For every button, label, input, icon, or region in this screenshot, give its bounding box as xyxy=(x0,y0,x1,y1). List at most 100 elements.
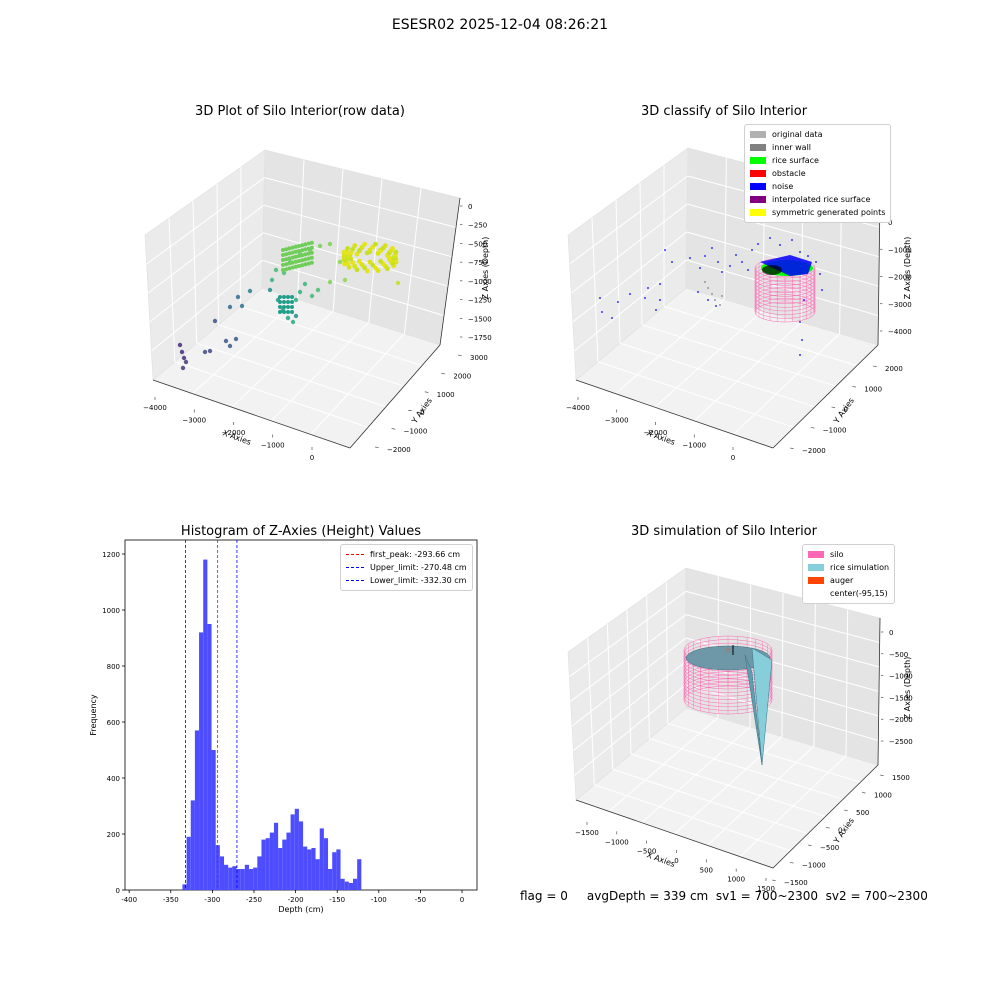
histogram-x-tick-label: -300 xyxy=(204,896,220,904)
raw-data-point xyxy=(337,259,343,265)
raw-data-point xyxy=(390,246,395,251)
raw-data-point xyxy=(303,257,308,262)
classify-z-axis-label: Z Axies (Depth) xyxy=(903,237,912,300)
classify-grid-line xyxy=(619,342,816,408)
histogram-x-tick-label: -400 xyxy=(121,896,137,904)
classify-axes-box xyxy=(567,147,881,449)
raw-grid-line xyxy=(147,204,265,294)
legend-swatch xyxy=(750,144,766,151)
legend-swatch xyxy=(750,183,766,190)
raw-data-point xyxy=(367,259,373,265)
simulation-y-tick-label: 1000 xyxy=(874,792,892,800)
raw-data-point xyxy=(239,303,245,309)
raw-data-point xyxy=(287,256,292,261)
raw-data-point xyxy=(290,310,294,314)
simulation-y-tick-label: 0 xyxy=(838,827,842,835)
classify-noise-point xyxy=(664,249,666,251)
raw-grid-line xyxy=(174,361,369,428)
raw-data-point xyxy=(350,246,355,252)
raw-data-point xyxy=(350,260,355,266)
histogram-y-tick-label: 1200 xyxy=(102,551,120,559)
classify-y-tick xyxy=(810,427,815,429)
legend-swatch xyxy=(808,551,824,558)
raw-grid-line xyxy=(403,188,422,334)
raw-x-tick-label: −1000 xyxy=(261,442,285,450)
classify-legend-item: rice surface xyxy=(750,154,885,167)
classify-grid-line xyxy=(723,157,727,300)
classify-inner-wall-point xyxy=(719,304,721,306)
raw-y-axis-label: Y Axies xyxy=(409,396,434,426)
classify-noise-point xyxy=(799,251,801,253)
simulation-x-tick-label: 500 xyxy=(700,866,713,874)
histogram-bar xyxy=(328,869,333,890)
raw-x-tick-label: −3000 xyxy=(182,417,206,425)
classify-noise-point xyxy=(689,257,691,259)
raw-data-point xyxy=(207,348,213,354)
classify-noise-point xyxy=(819,273,821,275)
raw-data-point xyxy=(287,251,292,256)
raw-data-point xyxy=(306,256,311,261)
raw-data-point xyxy=(287,246,292,251)
histogram-bar xyxy=(269,832,274,890)
legend-line-swatch xyxy=(346,567,364,568)
simulation-title: 3D simulation of Silo Interior xyxy=(631,524,817,539)
raw-grid-line xyxy=(239,166,242,307)
legend-swatch xyxy=(808,577,824,584)
raw-data-point xyxy=(309,250,314,255)
raw-data-point xyxy=(278,305,282,309)
raw-z-tick-label: −1250 xyxy=(468,297,492,305)
raw-data-point xyxy=(290,265,295,270)
raw-data-point xyxy=(315,287,321,293)
simulation-y-tick xyxy=(879,774,884,776)
classify-grid-line xyxy=(733,333,840,435)
histogram-y-tick-label: 1000 xyxy=(102,607,120,615)
raw-data-point xyxy=(303,247,308,252)
raw-data-point xyxy=(373,241,378,247)
raw-data-point xyxy=(290,255,295,260)
legend-label: original data xyxy=(772,130,823,139)
classify-noise-point xyxy=(655,309,657,311)
raw-data-point xyxy=(364,268,370,274)
raw-grid-line xyxy=(196,342,387,408)
legend-line-swatch xyxy=(346,580,364,581)
raw-grid-line xyxy=(192,200,198,344)
legend-label: auger xyxy=(830,576,854,585)
legend-label: interpolated rice surface xyxy=(772,195,871,204)
histogram-x-tick-label: -350 xyxy=(163,896,179,904)
raw-data-point xyxy=(346,254,352,260)
histogram-bar xyxy=(332,852,337,890)
raw-data-point xyxy=(212,318,218,324)
raw-data-point xyxy=(290,250,295,255)
raw-data-point xyxy=(300,243,305,248)
simulation-z-tick-label: −1000 xyxy=(889,673,913,681)
simulation-z-tick-label: 0 xyxy=(889,629,893,637)
classify-y-tick-label: −1000 xyxy=(823,427,847,435)
classify-noise-point xyxy=(821,289,823,291)
histogram-bar xyxy=(224,864,229,890)
classify-y-tick-label: 0 xyxy=(844,406,848,414)
raw-data-point xyxy=(303,252,308,257)
classify-noise-point xyxy=(717,261,719,263)
histogram-bar xyxy=(307,849,312,890)
raw-data-point xyxy=(284,267,289,272)
histogram-x-tick-label: 0 xyxy=(460,896,464,904)
histogram-bar xyxy=(232,866,237,890)
classify-noise-point xyxy=(751,249,753,251)
raw-data-point xyxy=(354,267,360,273)
raw-data-point xyxy=(284,247,289,252)
raw-z-tick-label: −1750 xyxy=(468,334,492,342)
raw-data-point xyxy=(309,293,315,299)
raw-data-point xyxy=(177,342,183,348)
legend-swatch xyxy=(750,170,766,177)
raw-z-tick-label: −750 xyxy=(468,259,487,267)
histogram-bar xyxy=(298,821,304,890)
histogram-bar xyxy=(344,881,349,890)
raw-z-tick-label: −1000 xyxy=(468,278,492,286)
classify-noise-point xyxy=(735,254,737,256)
histogram-bar xyxy=(199,632,204,890)
legend-swatch xyxy=(808,564,824,571)
histogram-y-axis-label: Frequency xyxy=(89,694,98,736)
classify-z-tick-label: −4000 xyxy=(888,328,912,336)
raw-data-point xyxy=(286,300,290,304)
